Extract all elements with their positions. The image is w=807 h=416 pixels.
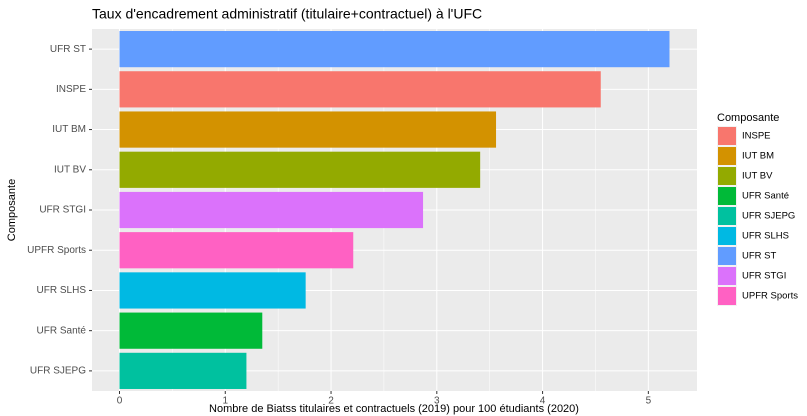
x-tick-label: 3 (434, 396, 440, 407)
legend-label: UFR SLHS (742, 231, 789, 242)
legend-label: UPFR Sports (742, 291, 798, 302)
y-tick-label: UFR ST (50, 44, 86, 55)
x-tick-label: 5 (646, 396, 652, 407)
legend-label: IUT BV (742, 171, 773, 182)
legend-title: Composante (717, 112, 779, 124)
y-tick-label: INSPE (56, 84, 86, 95)
bar (119, 312, 263, 349)
bar (119, 151, 481, 188)
x-tick-label: 2 (328, 396, 334, 407)
y-tick-label: UFR Santé (37, 325, 87, 336)
bar (119, 191, 424, 229)
legend-label: UFR SJEPG (742, 211, 795, 222)
legend-label: UFR Santé (742, 191, 789, 202)
legend-label: IUT BM (742, 151, 774, 162)
bar (119, 71, 601, 108)
bar (119, 352, 247, 389)
y-tick-label: UPFR Sports (27, 245, 86, 256)
x-axis-title: Nombre de Biatss titulaires et contractu… (209, 403, 579, 415)
bar (119, 111, 497, 148)
legend-label: INSPE (742, 131, 771, 142)
legend-swatch (718, 207, 736, 225)
y-tick-label: UFR SJEPG (30, 366, 86, 377)
legend-swatch (718, 147, 736, 165)
bar (119, 31, 670, 68)
legend-swatch (718, 227, 736, 245)
legend-swatch (718, 287, 736, 305)
y-axis-title: Composante (6, 179, 18, 241)
y-tick-label: UFR STGI (39, 205, 86, 216)
legend-swatch (718, 127, 736, 145)
legend-swatch (718, 247, 736, 265)
y-tick-label: UFR SLHS (37, 285, 87, 296)
bar (119, 232, 354, 269)
y-tick-label: IUT BM (52, 124, 86, 135)
legend-swatch (718, 187, 736, 205)
x-tick-label: 4 (540, 396, 546, 407)
legend-label: UFR ST (742, 251, 777, 262)
chart-title: Taux d'encadrement administratif (titula… (92, 6, 482, 22)
y-tick-label: IUT BV (54, 164, 86, 175)
legend-swatch (718, 267, 736, 285)
bar (119, 272, 306, 309)
legend-swatch (718, 167, 736, 185)
legend-label: UFR STGI (742, 271, 786, 282)
x-tick-label: 1 (222, 396, 228, 407)
x-tick-label: 0 (117, 396, 123, 407)
